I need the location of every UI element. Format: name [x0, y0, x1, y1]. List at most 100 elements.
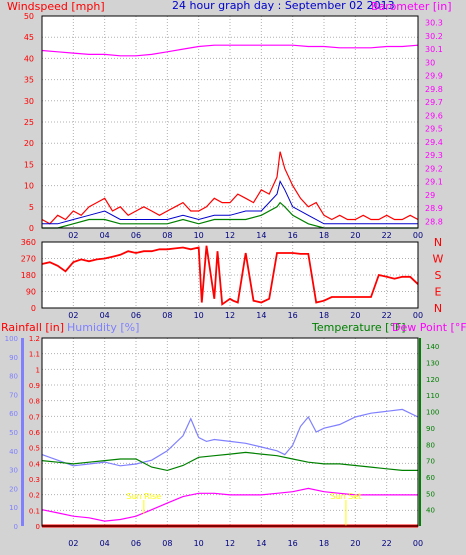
barometer-line: [41, 44, 419, 57]
rainfall-tick-label: 0.9: [29, 382, 40, 390]
barometer-axis-label: Barometer [in]: [371, 0, 452, 13]
barometer-tick-label: 29.6: [425, 111, 443, 120]
windspeed-tick-label: 25: [24, 118, 34, 127]
wind-direction-line: [41, 245, 419, 306]
direction-panel-frame: [41, 241, 419, 309]
humidity-tick-label: 80: [9, 373, 18, 381]
x-tick-label: 08: [162, 231, 172, 240]
x-tick-label: 20: [350, 231, 360, 240]
chart-title: 24 hour graph day : September 02 2013: [172, 0, 395, 12]
climate-panel-frame: [41, 337, 419, 527]
x-tick-label: 04: [100, 231, 110, 240]
barometer-tick-label: 28.9: [425, 204, 443, 213]
rainfall-tick-label: 0.8: [29, 398, 40, 406]
humidity-tick-label: 60: [9, 410, 18, 418]
compass-letter: S: [435, 269, 442, 282]
temperature-line: [41, 451, 418, 472]
temperature-tick-label: 140: [426, 343, 439, 351]
x-tick-label: 18: [319, 231, 329, 240]
dew-point-line: [41, 487, 418, 522]
wind-panel-labels: 02 04 06 08 10 12 14 16 18 20 22 000510152025303540…: [24, 12, 443, 240]
windspeed-tick-label: 45: [24, 33, 34, 42]
x-tick-label: 06: [131, 231, 141, 240]
compass-letter: W: [433, 253, 444, 266]
x-tick-label: 06: [131, 539, 141, 548]
humidity-tick-label: 30: [9, 467, 18, 475]
barometer-tick-label: 29.4: [425, 138, 443, 147]
humidity-tick-label: 70: [9, 391, 18, 399]
temperature-tick-label: 70: [426, 458, 435, 466]
humidity-line: [41, 408, 419, 467]
x-tick-label: 04: [100, 311, 110, 320]
rainfall-tick-label: 0.7: [29, 413, 40, 421]
x-tick-label: 14: [256, 311, 266, 320]
x-tick-label: 16: [288, 231, 298, 240]
windspeed-tick-label: 50: [24, 12, 34, 21]
x-tick-label: 08: [162, 311, 172, 320]
humidity-tick-label: 90: [9, 354, 18, 362]
temperature-tick-label: 60: [426, 474, 435, 482]
humidity-tick-label: 0: [14, 523, 18, 531]
rainfall-tick-label: 0.6: [29, 429, 41, 437]
x-tick-label: 04: [100, 539, 110, 548]
temperature-tick-label: 110: [426, 392, 439, 400]
direction-panel-series: [41, 245, 419, 306]
x-tick-label: 02: [68, 231, 78, 240]
wind-panel-grid: [42, 15, 419, 229]
x-tick-label: 18: [319, 539, 329, 548]
climate-panel-labels: 02 04 06 08 10 12 14 16 18 20 22 0000.10.20.30.40.5…: [5, 335, 440, 548]
barometer-tick-label: 29.9: [425, 72, 443, 81]
x-tick-label: 12: [225, 311, 235, 320]
direction-tick-label: 90: [26, 288, 36, 297]
x-tick-label: 16: [288, 539, 298, 548]
x-tick-label: 20: [350, 311, 360, 320]
direction-tick-label: 360: [21, 238, 36, 247]
humidity-axis-bar: [21, 338, 24, 526]
direction-tick-label: 0: [31, 304, 36, 313]
x-tick-label: 10: [194, 539, 204, 548]
x-tick-label: 00: [413, 311, 423, 320]
rainfall-tick-label: 0.2: [29, 492, 40, 500]
barometer-tick-label: 30.1: [425, 45, 443, 54]
compass-letter: N: [434, 302, 442, 315]
barometer-tick-label: 29.3: [425, 151, 443, 160]
rainfall-tick-label: 0.4: [29, 460, 41, 468]
dew-point-axis-label: Dew Point [°F]: [392, 321, 466, 334]
sunrise-label: Sun Rise: [127, 492, 162, 501]
x-tick-label: 20: [350, 539, 360, 548]
temperature-tick-label: 100: [426, 409, 439, 417]
windspeed-tick-label: 0: [29, 224, 34, 233]
windspeed-tick-label: 10: [24, 182, 34, 191]
x-tick-label: 12: [225, 231, 235, 240]
humidity-axis-label: Humidity [%]: [67, 321, 139, 334]
x-tick-label: 00: [413, 231, 423, 240]
humidity-tick-label: 20: [9, 485, 18, 493]
compass-letter: N: [434, 236, 442, 249]
humidity-tick-label: 40: [9, 448, 18, 456]
x-tick-label: 12: [225, 539, 235, 548]
x-tick-label: 10: [194, 311, 204, 320]
compass-letter: E: [435, 286, 442, 299]
barometer-tick-label: 29.7: [425, 98, 443, 107]
temperature-axis-label: Temperature [°F]: [311, 321, 406, 334]
temperature-tick-label: 120: [426, 376, 439, 384]
barometer-tick-label: 29: [425, 191, 435, 200]
barometer-tick-label: 30: [425, 58, 435, 67]
x-tick-label: 14: [256, 231, 266, 240]
x-tick-label: 02: [68, 539, 78, 548]
x-tick-label: 22: [382, 539, 392, 548]
rainfall-axis-label: Rainfall [in]: [1, 321, 64, 334]
windspeed-tick-label: 30: [24, 97, 34, 106]
direction-panel-labels: 02 04 06 08 10 12 14 16 18 20 22 00360270180900NWSE…: [21, 236, 444, 320]
sunset-label: Sun Set: [330, 492, 361, 501]
temperature-tick-label: 40: [426, 507, 435, 515]
temperature-tick-label: 90: [426, 425, 435, 433]
x-tick-label: 06: [131, 311, 141, 320]
x-tick-label: 22: [382, 311, 392, 320]
wind-gust-line: [41, 151, 419, 225]
x-tick-label: 18: [319, 311, 329, 320]
temperature-tick-label: 50: [426, 490, 435, 498]
windspeed-axis-label: Windspeed [mph]: [7, 0, 105, 13]
x-tick-label: 10: [194, 231, 204, 240]
temperature-axis-bar: [419, 338, 421, 526]
